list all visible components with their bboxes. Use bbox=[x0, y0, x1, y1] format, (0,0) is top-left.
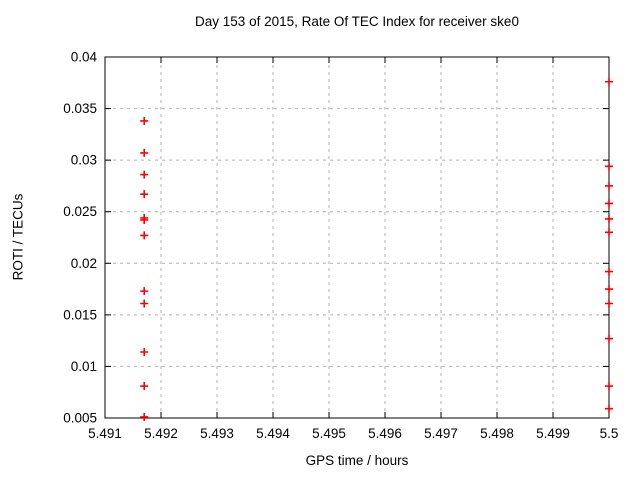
data-points bbox=[140, 77, 613, 421]
y-tick-label: 0.025 bbox=[63, 204, 97, 219]
x-tick-label: 5.492 bbox=[144, 426, 178, 441]
data-point bbox=[605, 404, 613, 413]
data-point bbox=[140, 190, 149, 199]
data-point bbox=[605, 77, 613, 86]
x-tick-label: 5.498 bbox=[480, 426, 514, 441]
y-tick-label: 0.015 bbox=[63, 307, 97, 322]
data-point bbox=[605, 299, 613, 308]
data-point bbox=[140, 299, 149, 308]
x-tick-label: 5.497 bbox=[424, 426, 458, 441]
x-tick-label: 5.491 bbox=[88, 426, 122, 441]
data-point bbox=[605, 285, 613, 294]
data-point bbox=[605, 267, 613, 276]
y-tick-label: 0.04 bbox=[71, 50, 98, 65]
data-point bbox=[140, 231, 149, 240]
data-point bbox=[140, 148, 149, 157]
data-point bbox=[605, 228, 613, 237]
y-tick-label: 0.035 bbox=[63, 101, 97, 116]
data-point bbox=[605, 214, 613, 223]
data-point bbox=[140, 382, 149, 391]
x-tick-label: 5.5 bbox=[600, 426, 619, 441]
x-tick-label: 5.499 bbox=[536, 426, 570, 441]
chart-title: Day 153 of 2015, Rate Of TEC Index for r… bbox=[195, 14, 519, 29]
data-point bbox=[140, 412, 149, 421]
data-point bbox=[605, 181, 613, 190]
data-point bbox=[140, 287, 149, 296]
data-point bbox=[605, 199, 613, 208]
data-point bbox=[605, 334, 613, 343]
data-point bbox=[140, 347, 149, 356]
y-tick-label: 0.03 bbox=[71, 153, 97, 168]
data-point bbox=[140, 116, 149, 125]
x-tick-label: 5.496 bbox=[368, 426, 402, 441]
x-tick-label: 5.493 bbox=[200, 426, 234, 441]
gridlines bbox=[106, 58, 608, 417]
y-tick-label: 0.02 bbox=[71, 256, 97, 271]
data-point bbox=[605, 162, 613, 171]
tick-marks bbox=[104, 56, 610, 419]
tick-labels: 5.491 5.492 5.493 5.494 5.495 5.496 5.497 5.498… bbox=[63, 50, 618, 442]
data-point bbox=[140, 170, 149, 179]
y-tick-label: 0.01 bbox=[71, 359, 97, 374]
data-point bbox=[605, 382, 613, 391]
x-tick-label: 5.495 bbox=[312, 426, 346, 441]
x-axis-label: GPS time / hours bbox=[305, 453, 409, 468]
plot-border bbox=[104, 56, 610, 419]
y-tick-label: 0.005 bbox=[63, 411, 97, 426]
x-tick-label: 5.494 bbox=[256, 426, 290, 441]
data-point bbox=[140, 215, 149, 224]
